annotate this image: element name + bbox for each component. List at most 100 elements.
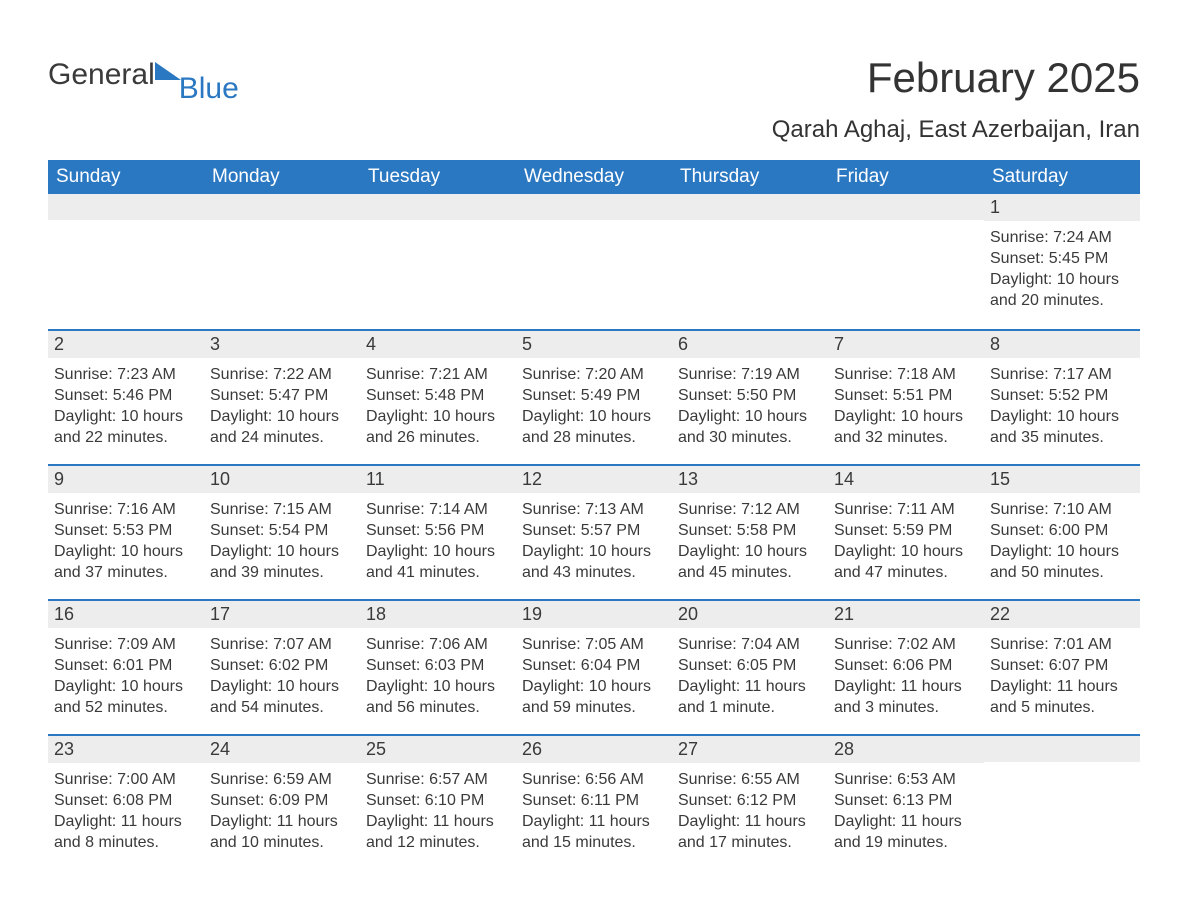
sunrise-text: Sunrise: 7:05 AM xyxy=(522,634,666,655)
daylight-text: Daylight: 10 hours and 28 minutes. xyxy=(522,406,666,448)
day-number: 16 xyxy=(48,599,204,628)
daylight-text: Daylight: 10 hours and 56 minutes. xyxy=(366,676,510,718)
calendar-day-empty xyxy=(204,194,360,329)
title-block: February 2025 Qarah Aghaj, East Azerbaij… xyxy=(772,30,1140,154)
logo-word1: General xyxy=(48,58,155,92)
calendar-week: 16Sunrise: 7:09 AMSunset: 6:01 PMDayligh… xyxy=(48,599,1140,734)
sunrise-text: Sunrise: 7:24 AM xyxy=(990,227,1134,248)
day-number: 8 xyxy=(984,329,1140,358)
calendar-day: 12Sunrise: 7:13 AMSunset: 5:57 PMDayligh… xyxy=(516,464,672,599)
calendar-day: 7Sunrise: 7:18 AMSunset: 5:51 PMDaylight… xyxy=(828,329,984,464)
sunrise-text: Sunrise: 7:16 AM xyxy=(54,499,198,520)
calendar-day-empty xyxy=(984,734,1140,869)
day-details: Sunrise: 7:10 AMSunset: 6:00 PMDaylight:… xyxy=(984,493,1140,587)
calendar-day: 14Sunrise: 7:11 AMSunset: 5:59 PMDayligh… xyxy=(828,464,984,599)
sunrise-text: Sunrise: 7:13 AM xyxy=(522,499,666,520)
logo-triangle-icon xyxy=(155,62,181,80)
day-number: 28 xyxy=(828,734,984,763)
sunrise-text: Sunrise: 6:55 AM xyxy=(678,769,822,790)
sunrise-text: Sunrise: 6:59 AM xyxy=(210,769,354,790)
sunset-text: Sunset: 6:13 PM xyxy=(834,790,978,811)
sunrise-text: Sunrise: 7:19 AM xyxy=(678,364,822,385)
sunrise-text: Sunrise: 7:11 AM xyxy=(834,499,978,520)
day-number: 15 xyxy=(984,464,1140,493)
daylight-text: Daylight: 10 hours and 32 minutes. xyxy=(834,406,978,448)
sunset-text: Sunset: 6:01 PM xyxy=(54,655,198,676)
sunset-text: Sunset: 5:48 PM xyxy=(366,385,510,406)
sunset-text: Sunset: 5:53 PM xyxy=(54,520,198,541)
day-number: 18 xyxy=(360,599,516,628)
logo: General Blue xyxy=(48,58,245,92)
sunset-text: Sunset: 5:57 PM xyxy=(522,520,666,541)
daylight-text: Daylight: 11 hours and 17 minutes. xyxy=(678,811,822,853)
sunrise-text: Sunrise: 7:04 AM xyxy=(678,634,822,655)
empty-day-bar xyxy=(204,194,360,220)
day-details: Sunrise: 7:00 AMSunset: 6:08 PMDaylight:… xyxy=(48,763,204,857)
day-details: Sunrise: 7:06 AMSunset: 6:03 PMDaylight:… xyxy=(360,628,516,722)
sunset-text: Sunset: 6:04 PM xyxy=(522,655,666,676)
weekday-header: Wednesday xyxy=(516,160,672,194)
sunrise-text: Sunrise: 7:20 AM xyxy=(522,364,666,385)
sunset-text: Sunset: 6:06 PM xyxy=(834,655,978,676)
daylight-text: Daylight: 10 hours and 41 minutes. xyxy=(366,541,510,583)
sunset-text: Sunset: 6:10 PM xyxy=(366,790,510,811)
daylight-text: Daylight: 11 hours and 19 minutes. xyxy=(834,811,978,853)
day-details: Sunrise: 6:55 AMSunset: 6:12 PMDaylight:… xyxy=(672,763,828,857)
day-details: Sunrise: 7:22 AMSunset: 5:47 PMDaylight:… xyxy=(204,358,360,452)
calendar-day: 4 Sunrise: 7:21 AMSunset: 5:48 PMDaylight… xyxy=(360,329,516,464)
day-number: 3 xyxy=(204,329,360,358)
sunset-text: Sunset: 6:08 PM xyxy=(54,790,198,811)
day-number: 23 xyxy=(48,734,204,763)
daylight-text: Daylight: 10 hours and 35 minutes. xyxy=(990,406,1134,448)
calendar-day: 23Sunrise: 7:00 AMSunset: 6:08 PMDayligh… xyxy=(48,734,204,869)
daylight-text: Daylight: 10 hours and 43 minutes. xyxy=(522,541,666,583)
daylight-text: Daylight: 10 hours and 20 minutes. xyxy=(990,269,1134,311)
day-number: 12 xyxy=(516,464,672,493)
sunrise-text: Sunrise: 7:23 AM xyxy=(54,364,198,385)
sunset-text: Sunset: 5:56 PM xyxy=(366,520,510,541)
calendar-day: 17Sunrise: 7:07 AMSunset: 6:02 PMDayligh… xyxy=(204,599,360,734)
day-details: Sunrise: 7:01 AMSunset: 6:07 PMDaylight:… xyxy=(984,628,1140,722)
calendar-day: 1Sunrise: 7:24 AMSunset: 5:45 PMDaylight… xyxy=(984,194,1140,329)
daylight-text: Daylight: 10 hours and 39 minutes. xyxy=(210,541,354,583)
empty-day-bar xyxy=(360,194,516,220)
calendar-day: 20Sunrise: 7:04 AMSunset: 6:05 PMDayligh… xyxy=(672,599,828,734)
weekday-header: Monday xyxy=(204,160,360,194)
sunrise-text: Sunrise: 7:14 AM xyxy=(366,499,510,520)
day-details: Sunrise: 7:12 AMSunset: 5:58 PMDaylight:… xyxy=(672,493,828,587)
daylight-text: Daylight: 11 hours and 12 minutes. xyxy=(366,811,510,853)
sunrise-text: Sunrise: 7:10 AM xyxy=(990,499,1134,520)
daylight-text: Daylight: 10 hours and 26 minutes. xyxy=(366,406,510,448)
day-details: Sunrise: 6:57 AMSunset: 6:10 PMDaylight:… xyxy=(360,763,516,857)
sunrise-text: Sunrise: 7:00 AM xyxy=(54,769,198,790)
day-details: Sunrise: 7:15 AMSunset: 5:54 PMDaylight:… xyxy=(204,493,360,587)
day-number: 14 xyxy=(828,464,984,493)
day-details: Sunrise: 7:20 AMSunset: 5:49 PMDaylight:… xyxy=(516,358,672,452)
sunrise-text: Sunrise: 7:01 AM xyxy=(990,634,1134,655)
calendar-day: 8Sunrise: 7:17 AMSunset: 5:52 PMDaylight… xyxy=(984,329,1140,464)
daylight-text: Daylight: 11 hours and 8 minutes. xyxy=(54,811,198,853)
day-number: 26 xyxy=(516,734,672,763)
calendar-week: 2Sunrise: 7:23 AMSunset: 5:46 PMDaylight… xyxy=(48,329,1140,464)
calendar-day: 24Sunrise: 6:59 AMSunset: 6:09 PMDayligh… xyxy=(204,734,360,869)
sunset-text: Sunset: 5:51 PM xyxy=(834,385,978,406)
sunrise-text: Sunrise: 6:56 AM xyxy=(522,769,666,790)
day-number: 4 xyxy=(360,329,516,358)
calendar-day-empty xyxy=(828,194,984,329)
calendar-body: 1Sunrise: 7:24 AMSunset: 5:45 PMDaylight… xyxy=(48,194,1140,869)
calendar-day: 22Sunrise: 7:01 AMSunset: 6:07 PMDayligh… xyxy=(984,599,1140,734)
calendar-day: 9Sunrise: 7:16 AMSunset: 5:53 PMDaylight… xyxy=(48,464,204,599)
day-number: 7 xyxy=(828,329,984,358)
daylight-text: Daylight: 11 hours and 5 minutes. xyxy=(990,676,1134,718)
calendar-week: 23Sunrise: 7:00 AMSunset: 6:08 PMDayligh… xyxy=(48,734,1140,869)
sunrise-text: Sunrise: 7:21 AM xyxy=(366,364,510,385)
sunset-text: Sunset: 6:02 PM xyxy=(210,655,354,676)
sunset-text: Sunset: 6:05 PM xyxy=(678,655,822,676)
daylight-text: Daylight: 11 hours and 1 minute. xyxy=(678,676,822,718)
calendar-day-empty xyxy=(672,194,828,329)
sunset-text: Sunset: 6:07 PM xyxy=(990,655,1134,676)
day-number: 9 xyxy=(48,464,204,493)
calendar-day-empty xyxy=(516,194,672,329)
day-details: Sunrise: 6:53 AMSunset: 6:13 PMDaylight:… xyxy=(828,763,984,857)
day-details: Sunrise: 7:13 AMSunset: 5:57 PMDaylight:… xyxy=(516,493,672,587)
